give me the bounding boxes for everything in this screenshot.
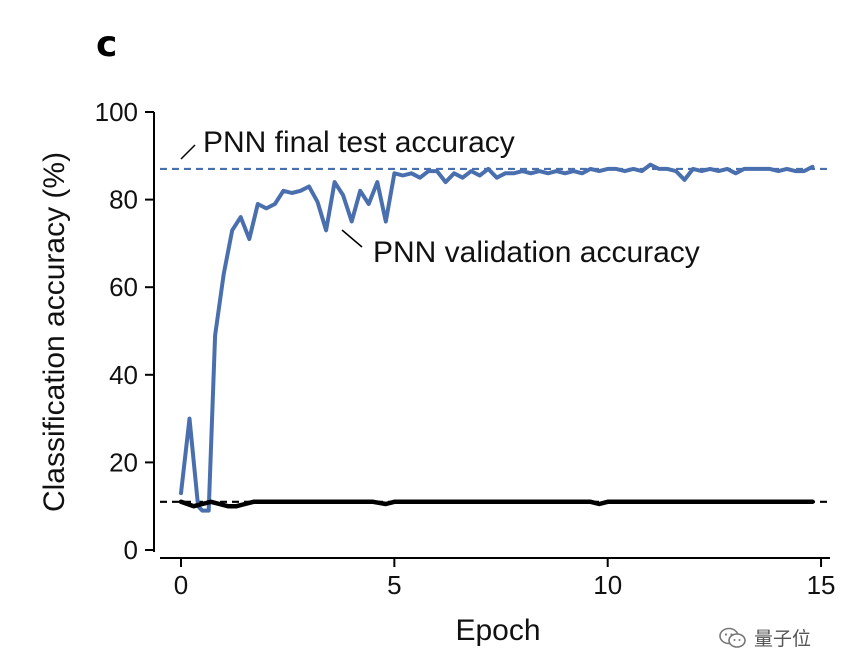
y-axis-title: Classification accuracy (%) bbox=[38, 152, 71, 512]
plot-lines bbox=[160, 162, 832, 513]
watermark: 量子位 bbox=[718, 624, 811, 651]
y-tick-label: 0 bbox=[124, 535, 138, 565]
x-tick-label: 10 bbox=[593, 570, 622, 600]
x-axis-title: Epoch bbox=[455, 614, 540, 647]
baseline-accuracy-line bbox=[178, 499, 815, 509]
panel-label: c bbox=[96, 24, 117, 65]
y-tick-label: 60 bbox=[109, 272, 138, 302]
y-ticks: 0 20 40 60 80 100 bbox=[95, 97, 154, 565]
x-tick-label: 15 bbox=[807, 570, 836, 600]
x-tick-label: 0 bbox=[174, 570, 188, 600]
y-tick-label: 20 bbox=[109, 447, 138, 477]
y-tick-label: 80 bbox=[109, 185, 138, 215]
watermark-text: 量子位 bbox=[754, 628, 812, 650]
annotation-final-test: PNN final test accuracy bbox=[203, 126, 515, 159]
wechat-icon bbox=[719, 627, 746, 648]
x-tick-label: 5 bbox=[387, 570, 401, 600]
final-test-leader bbox=[180, 144, 196, 160]
validation-leader bbox=[341, 229, 363, 248]
validation-accuracy-line bbox=[179, 162, 815, 513]
y-tick-label: 100 bbox=[95, 97, 138, 127]
x-ticks: 0 5 10 15 bbox=[174, 558, 836, 600]
y-tick-label: 40 bbox=[109, 360, 138, 390]
annotation-validation: PNN validation accuracy bbox=[373, 236, 700, 269]
